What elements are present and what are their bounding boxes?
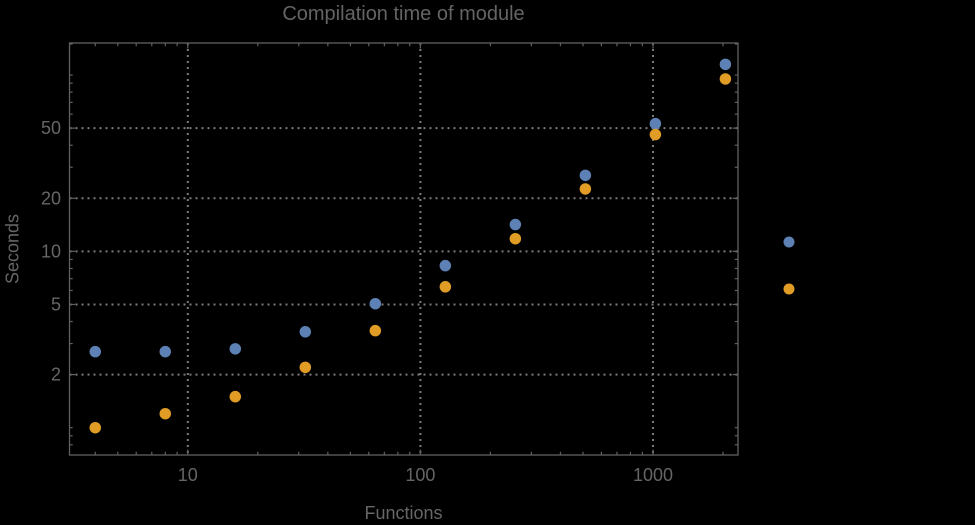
y-axis-label: Seconds: [2, 213, 23, 285]
data-point: [89, 421, 101, 434]
data-point: [719, 58, 732, 71]
legend-marker: [783, 236, 795, 248]
x-axis-label: Functions: [364, 503, 443, 523]
data-point: [509, 232, 522, 245]
data-point: [439, 259, 452, 272]
data-point: [159, 345, 172, 358]
y-tick-label: 5: [51, 294, 61, 314]
data-point: [719, 73, 732, 85]
data-point: [369, 297, 382, 310]
y-tick-label: 2: [51, 365, 61, 385]
data-point: [89, 345, 101, 358]
plot-frame: [68, 42, 739, 456]
data-point: [579, 169, 592, 182]
series-series-1-blue: [89, 58, 732, 358]
chart-title: Compilation time of module: [282, 3, 525, 25]
legend-marker: [783, 283, 795, 295]
y-tick-label: 20: [41, 188, 61, 208]
x-tick-label: 1000: [633, 465, 673, 485]
y-tick-label: 10: [41, 241, 61, 261]
data-point: [369, 324, 382, 337]
data-point: [229, 390, 242, 403]
data-point: [439, 281, 452, 293]
series-series-2-orange: [89, 73, 732, 434]
data-point: [159, 407, 172, 420]
data-point: [509, 218, 522, 231]
data-point: [649, 117, 662, 130]
gridlines: [69, 43, 738, 455]
x-tick-label: 100: [405, 465, 435, 485]
x-tick-label: 10: [178, 465, 198, 485]
axis-ticks: [69, 43, 738, 455]
tick-labels: 10 100 1000 2 5 10 20 50: [41, 118, 673, 485]
data-point: [299, 326, 312, 338]
legend: [783, 236, 795, 295]
data-point: [299, 361, 312, 374]
data-point: [579, 183, 592, 195]
y-tick-label: 50: [41, 118, 61, 138]
data-point: [229, 343, 242, 355]
data-point: [649, 128, 662, 141]
